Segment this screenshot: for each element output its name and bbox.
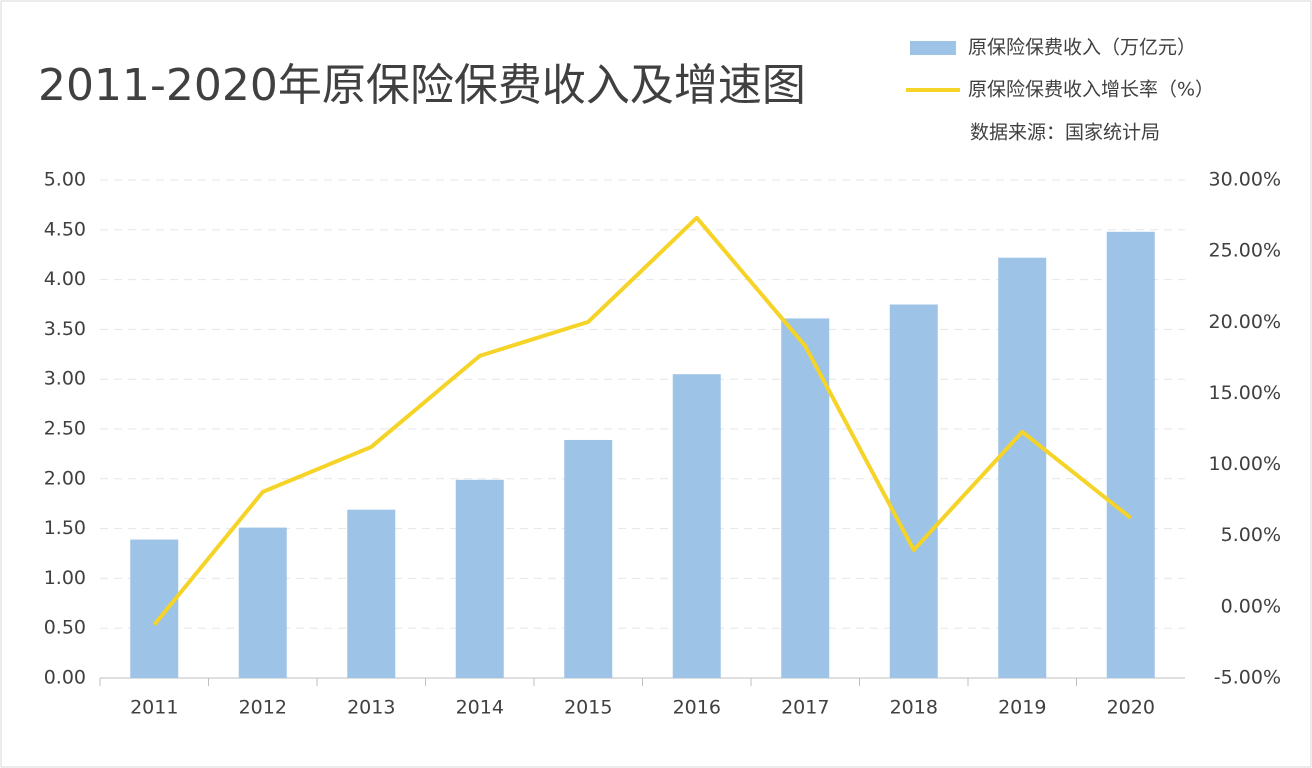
y-tick-label: 1.00 (44, 567, 86, 589)
x-tick-label: 2017 (781, 697, 829, 719)
bar (998, 257, 1047, 678)
y-tick-label: 4.50 (44, 218, 86, 240)
y-tick-label: 4.00 (44, 268, 86, 290)
x-tick-label: 2020 (1107, 697, 1155, 719)
y2-tick-label: -5.00% (1214, 667, 1281, 689)
y2-tick-label: 15.00% (1209, 382, 1281, 404)
bar (564, 439, 613, 678)
x-tick-label: 2015 (564, 697, 612, 719)
y-tick-label: 5.00 (44, 169, 86, 191)
source-note: 数据来源：国家统计局 (970, 122, 1160, 144)
bar (347, 509, 396, 678)
x-tick-label: 2014 (456, 697, 504, 719)
y-tick-label: 1.50 (44, 517, 86, 539)
bar (781, 318, 830, 678)
chart-title: 2011-2020年原保险保费收入及增速图 (38, 60, 806, 111)
y-tick-label: 0.00 (44, 667, 86, 689)
bar (1106, 231, 1155, 679)
x-tick-label: 2011 (130, 697, 178, 719)
bar (455, 479, 504, 678)
y-tick-label: 3.00 (44, 368, 86, 390)
y2-tick-label: 5.00% (1221, 524, 1281, 546)
y2-tick-label: 0.00% (1221, 595, 1281, 617)
bar (130, 539, 179, 678)
y2-tick-label: 20.00% (1209, 311, 1281, 333)
legend-label: 原保险保费收入（万亿元） (968, 37, 1196, 59)
bar (238, 527, 287, 678)
x-tick-label: 2019 (998, 697, 1046, 719)
y-tick-label: 2.00 (44, 467, 86, 489)
x-tick-label: 2018 (890, 697, 938, 719)
x-tick-label: 2013 (347, 697, 395, 719)
y2-tick-label: 10.00% (1209, 453, 1281, 475)
bar (889, 304, 938, 678)
y-tick-label: 2.50 (44, 418, 86, 440)
y2-tick-label: 30.00% (1209, 169, 1281, 191)
bar (672, 374, 721, 678)
line-series (152, 215, 1132, 627)
y-tick-label: 0.50 (44, 617, 86, 639)
legend-swatch (910, 41, 956, 55)
x-tick-label: 2012 (239, 697, 287, 719)
legend-label: 原保险保费收入增长率（%） (968, 79, 1214, 101)
x-tick-label: 2016 (673, 697, 721, 719)
y-tick-label: 3.50 (44, 318, 86, 340)
y2-tick-label: 25.00% (1209, 240, 1281, 262)
